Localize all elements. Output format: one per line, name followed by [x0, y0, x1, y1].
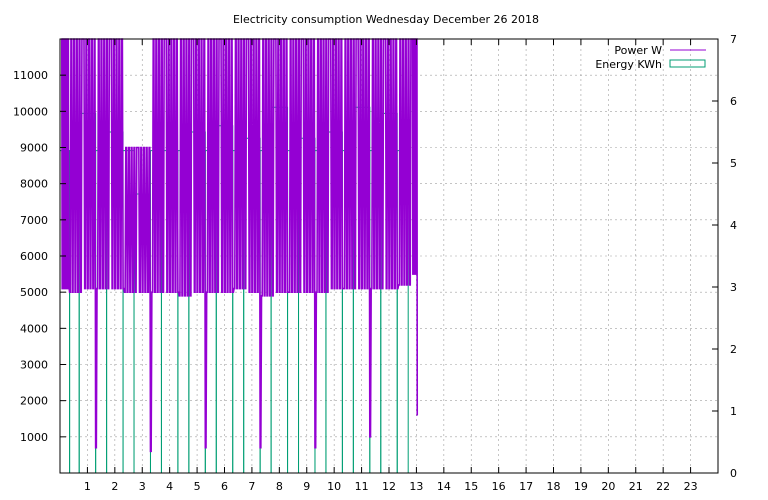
legend-energy-label: Energy KWh — [595, 58, 662, 71]
x-tick-label: 3 — [139, 480, 146, 493]
y2-tick-label: 3 — [730, 281, 737, 294]
y2-tick-label: 7 — [730, 33, 737, 46]
y-tick-label: 10000 — [13, 105, 48, 118]
y2-tick-label: 4 — [730, 219, 737, 232]
x-tick-label: 8 — [276, 480, 283, 493]
x-tick-label: 14 — [437, 480, 451, 493]
y2-tick-label: 2 — [730, 343, 737, 356]
y2-tick-label: 5 — [730, 157, 737, 170]
x-tick-label: 21 — [629, 480, 643, 493]
x-tick-label: 12 — [382, 480, 396, 493]
x-tick-label: 19 — [574, 480, 588, 493]
legend-power-label: Power W — [614, 44, 662, 57]
y-tick-label: 1000 — [20, 431, 48, 444]
y-tick-label: 8000 — [20, 178, 48, 191]
x-tick-label: 11 — [355, 480, 369, 493]
x-tick-label: 18 — [547, 480, 561, 493]
x-tick-label: 5 — [194, 480, 201, 493]
power-line — [60, 38, 419, 453]
x-tick-label: 6 — [221, 480, 228, 493]
legend-energy-swatch — [669, 59, 706, 68]
y-tick-label: 11000 — [13, 69, 48, 82]
y-tick-label: 2000 — [20, 395, 48, 408]
x-tick-label: 7 — [248, 480, 255, 493]
y-tick-label: 5000 — [20, 286, 48, 299]
y-tick-label: 7000 — [20, 214, 48, 227]
x-tick-label: 16 — [492, 480, 506, 493]
y2-tick-label: 6 — [730, 95, 737, 108]
x-tick-label: 15 — [464, 480, 478, 493]
y-tick-label: 3000 — [20, 359, 48, 372]
x-tick-label: 13 — [409, 480, 423, 493]
y-tick-label: 9000 — [20, 142, 48, 155]
x-tick-label: 17 — [519, 480, 533, 493]
y2-tick-label: 0 — [730, 467, 737, 480]
x-tick-label: 4 — [166, 480, 173, 493]
legend: Power W Energy KWh — [595, 44, 706, 71]
x-tick-label: 10 — [327, 480, 341, 493]
tick-labels: 1 2 3 4 5 6 7 8 9 10 11 12 13 14 15 16 17 18 19 20 21 22 23100… — [13, 33, 737, 493]
x-tick-label: 2 — [111, 480, 118, 493]
axes — [59, 38, 719, 474]
x-tick-label: 1 — [84, 480, 91, 493]
power-series — [60, 38, 419, 453]
x-tick-label: 23 — [684, 480, 698, 493]
chart-title: Electricity consumption Wednesday Decemb… — [233, 13, 539, 26]
x-tick-label: 22 — [656, 480, 670, 493]
y-tick-label: 6000 — [20, 250, 48, 263]
y2-tick-label: 1 — [730, 405, 737, 418]
y-tick-label: 4000 — [20, 322, 48, 335]
x-tick-label: 20 — [601, 480, 615, 493]
x-tick-label: 9 — [303, 480, 310, 493]
